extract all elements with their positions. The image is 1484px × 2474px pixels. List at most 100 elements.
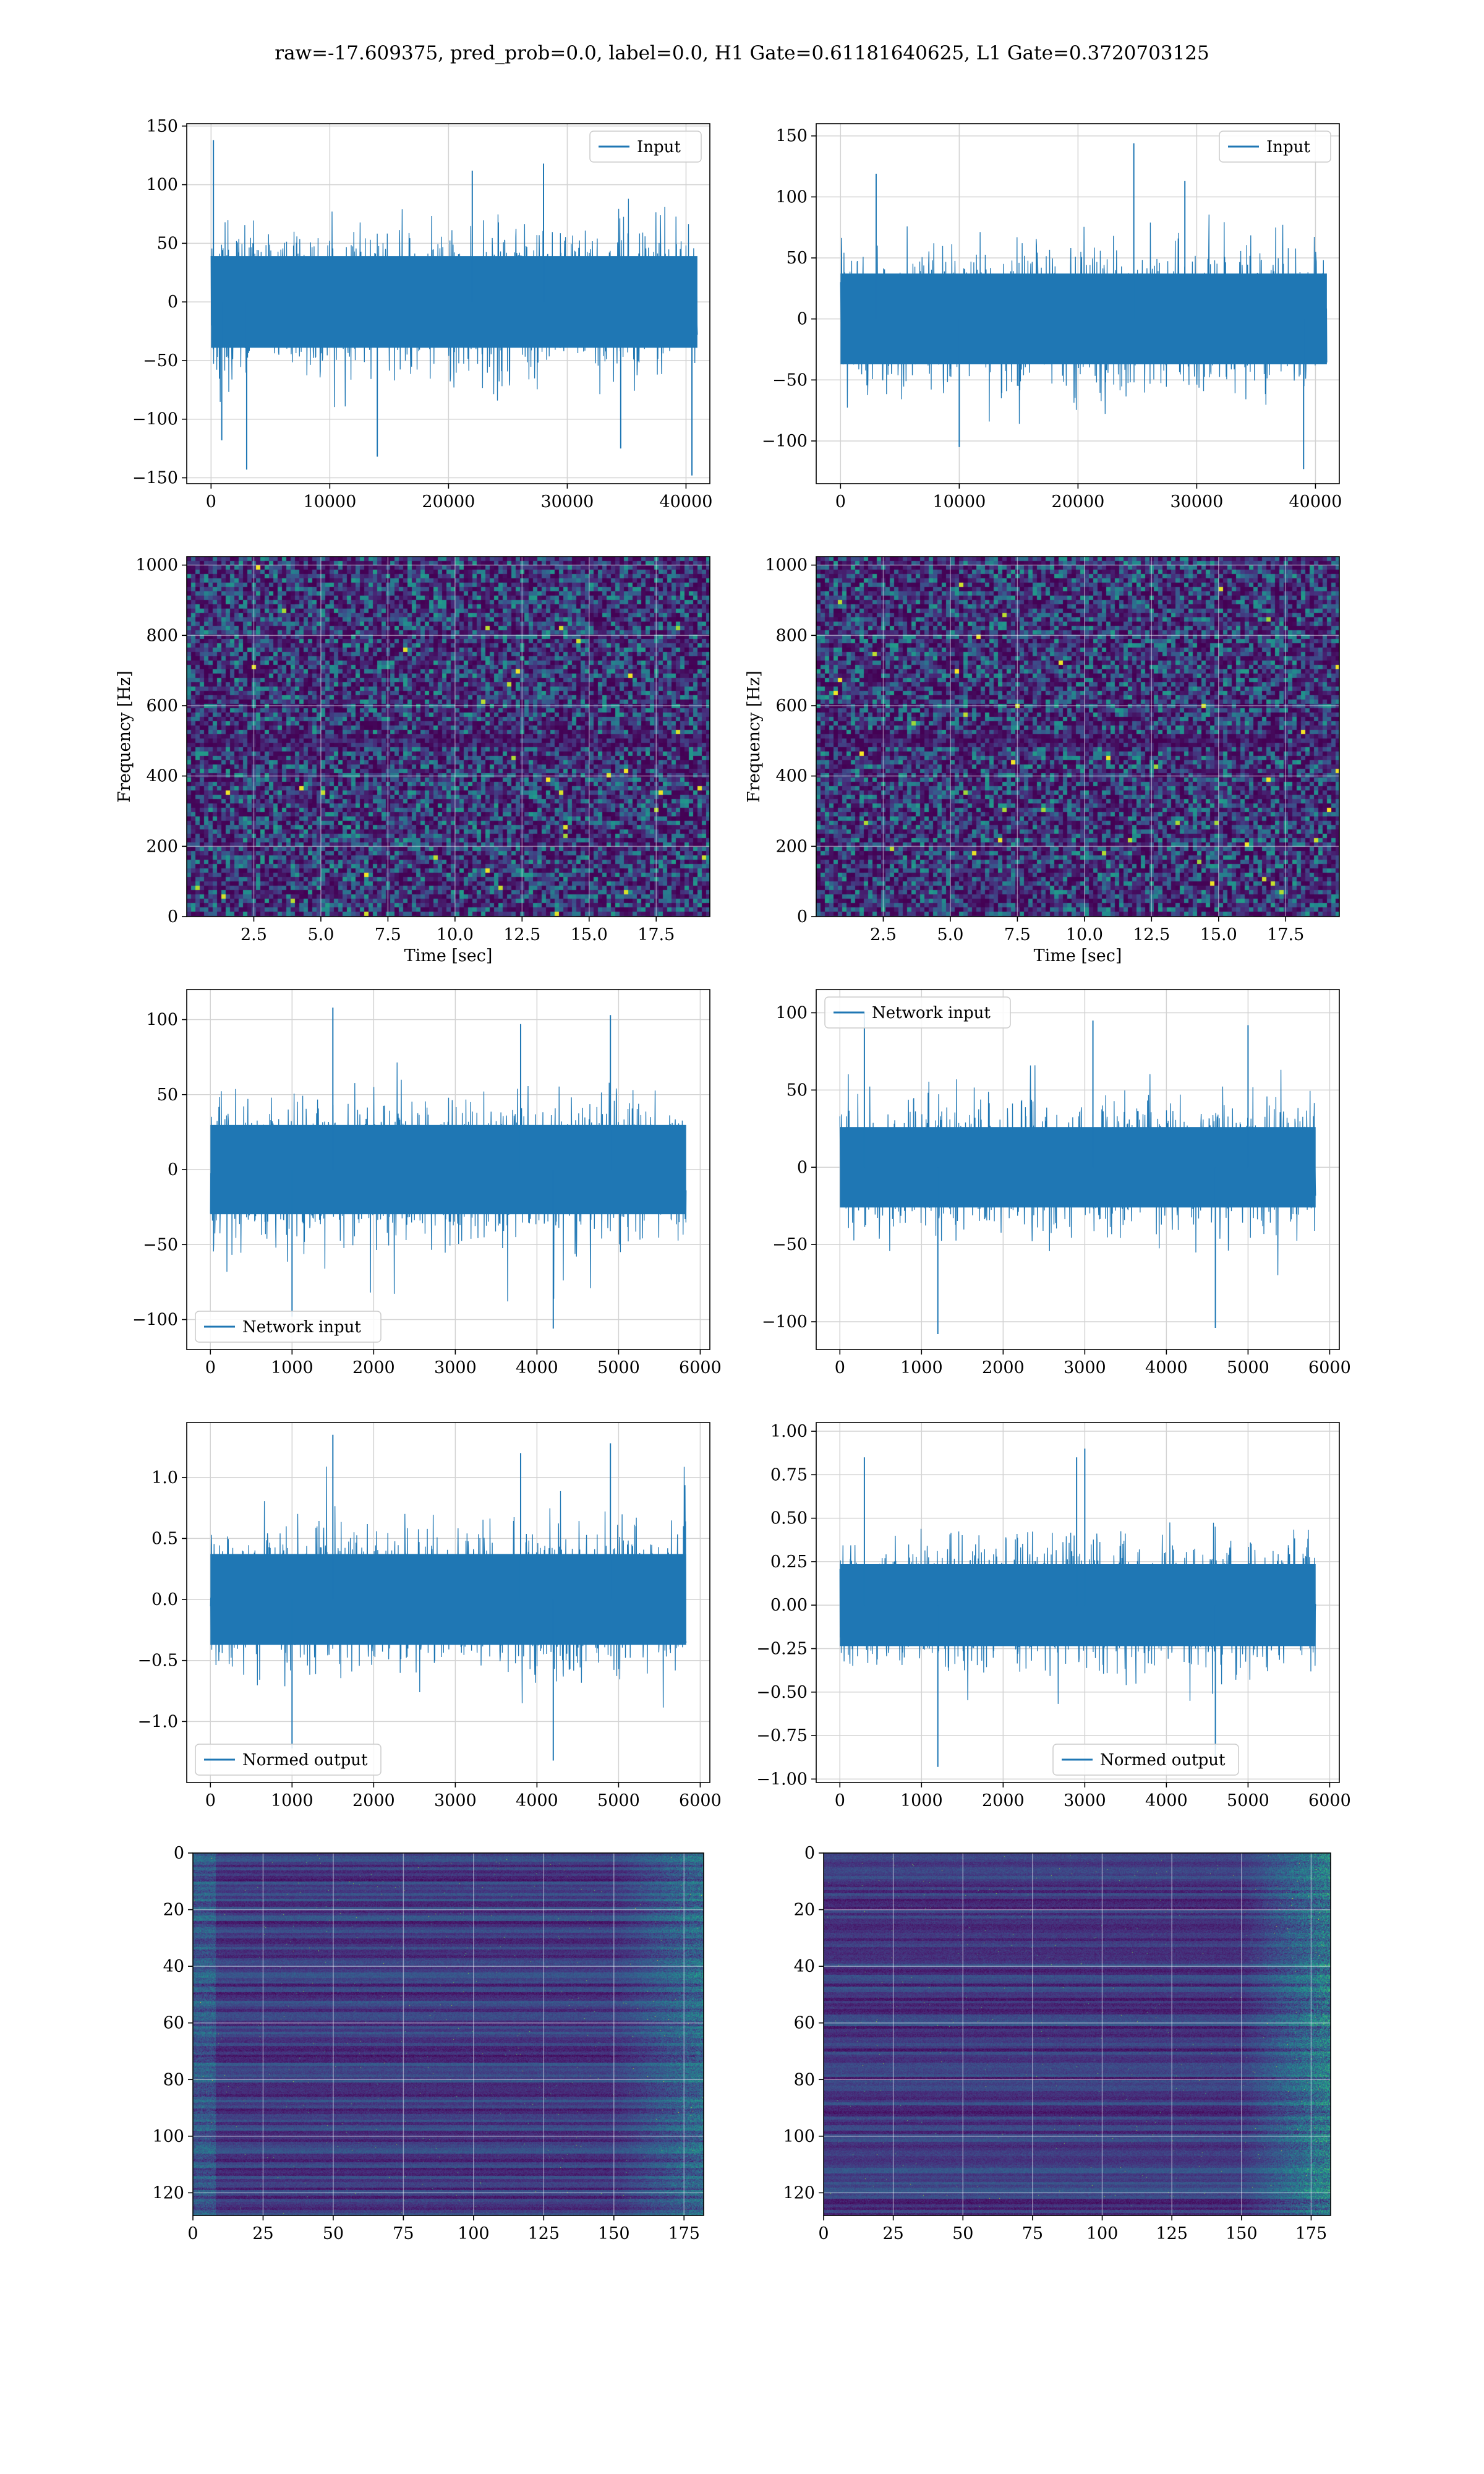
axes-frame — [816, 989, 1340, 1350]
x-tick-label: 10000 — [932, 492, 986, 511]
series-band — [840, 273, 1327, 365]
legend: Normed output — [195, 1744, 382, 1776]
y-tick-label: 60 — [794, 2014, 815, 2033]
y-tick-label: 40 — [163, 1957, 184, 1976]
y-tick-label: 400 — [146, 767, 178, 786]
y-tick-label: 20 — [794, 1901, 815, 1920]
h1-embedding-axes: 0 25 50 75 100 125 150 175 0 20 40 60 80 100 120 — [152, 1844, 704, 2243]
y-tick-label: 100 — [146, 1011, 178, 1030]
x-tick-label: 20000 — [1051, 492, 1104, 511]
x-tick-label: 20000 — [422, 492, 475, 511]
h1-spectrogram-axes: 2.5 5.0 7.5 10.0 12.5 15.0 17.5 0 200 400 600 800 10… — [115, 556, 710, 965]
y-tick-label: 200 — [775, 837, 808, 856]
l1-spectrogram-axes: 2.5 5.0 7.5 10.0 12.5 15.0 17.5 0 200 400 600 800 10… — [744, 556, 1340, 965]
x-tick-label: 6000 — [1308, 1791, 1351, 1810]
x-tick-label: 5.0 — [307, 925, 334, 944]
x-tick-label: 10000 — [303, 492, 356, 511]
x-tick-label: 25 — [252, 2224, 273, 2243]
x-axis-label: Time [sec] — [1034, 946, 1122, 965]
x-tick-label: 10.0 — [437, 925, 474, 944]
legend: Network input — [824, 996, 1011, 1029]
x-tick-label: 6000 — [679, 1791, 722, 1810]
l1-normed-output-axes: Normed output 0 1000 2000 3000 4000 5000 6000 −1… — [756, 1422, 1351, 1810]
y-tick-label: 0 — [168, 1160, 178, 1179]
x-tick-label: 3000 — [1064, 1358, 1106, 1377]
y-tick-label: 150 — [775, 127, 808, 146]
x-tick-label: 2.5 — [241, 925, 267, 944]
y-tick-label: −100 — [762, 432, 808, 451]
y-tick-label: −150 — [132, 469, 178, 488]
y-tick-label: 60 — [163, 2014, 184, 2033]
y-tick-label: 120 — [152, 2183, 184, 2202]
y-tick-label: −50 — [772, 1235, 808, 1254]
l1-input-axes: Input 0 10000 20000 30000 40000 −100 −50 0 50 100 1… — [762, 123, 1342, 511]
axes-frame — [816, 1422, 1340, 1783]
y-tick-label: 0 — [797, 907, 808, 927]
legend-frame — [195, 1744, 382, 1776]
y-tick-label: −1.0 — [137, 1712, 178, 1731]
y-tick-label: 100 — [775, 187, 808, 207]
x-tick-label: 5000 — [597, 1358, 640, 1377]
x-tick-label: 6000 — [679, 1358, 722, 1377]
x-tick-label: 15.0 — [571, 925, 608, 944]
legend: Network input — [195, 1311, 382, 1343]
x-tick-label: 6000 — [1308, 1358, 1351, 1377]
y-tick-label: 50 — [157, 1085, 178, 1105]
legend-label: Input — [1266, 138, 1310, 156]
x-tick-label: 1000 — [900, 1791, 943, 1810]
y-tick-label: 50 — [787, 249, 808, 268]
x-tick-label: 0 — [205, 1791, 216, 1810]
x-tick-label: 40000 — [1289, 492, 1342, 511]
y-tick-label: 80 — [794, 2070, 815, 2089]
x-tick-label: 0 — [205, 1358, 216, 1377]
x-tick-label: 2000 — [352, 1791, 395, 1810]
x-tick-label: 175 — [668, 2224, 700, 2243]
x-tick-label: 3000 — [1064, 1791, 1106, 1810]
y-tick-label: 80 — [163, 2070, 184, 2089]
y-tick-label: 0.0 — [151, 1590, 178, 1609]
x-tick-label: 0 — [835, 492, 846, 511]
y-tick-label: 0.5 — [151, 1529, 178, 1548]
x-tick-label: 175 — [1295, 2224, 1328, 2243]
x-tick-label: 50 — [323, 2224, 344, 2243]
y-tick-label: −0.50 — [756, 1683, 808, 1702]
legend-label: Normed output — [242, 1751, 368, 1770]
legend-label: Normed output — [1100, 1751, 1226, 1770]
legend-label: Network input — [242, 1318, 361, 1337]
y-tick-label: 0.75 — [770, 1465, 808, 1484]
y-tick-label: −100 — [132, 410, 178, 429]
y-tick-label: 100 — [146, 176, 178, 195]
series-band — [840, 1127, 1316, 1208]
x-tick-label: 75 — [1022, 2224, 1043, 2243]
axes-frame — [192, 1852, 704, 2216]
y-tick-label: 800 — [146, 626, 178, 645]
x-tick-label: 0 — [187, 2224, 198, 2243]
legend: Input — [1219, 131, 1331, 163]
h1-normed-output-axes: Normed output 0 1000 2000 3000 4000 5000 6000 −1… — [137, 1422, 722, 1810]
y-tick-label: 100 — [783, 2127, 815, 2146]
y-tick-label: 0 — [797, 310, 808, 329]
legend-label: Network input — [872, 1004, 991, 1022]
x-tick-label: 2.5 — [870, 925, 897, 944]
x-tick-label: 12.5 — [1133, 925, 1170, 944]
legend: Input — [589, 131, 702, 163]
figure-title: raw=-17.609375, pred_prob=0.0, label=0.0… — [275, 42, 1209, 64]
y-tick-label: −50 — [143, 1235, 178, 1254]
x-tick-label: 150 — [1226, 2224, 1258, 2243]
x-tick-label: 10.0 — [1066, 925, 1103, 944]
legend-frame — [824, 996, 1011, 1029]
x-tick-label: 0 — [206, 492, 216, 511]
y-tick-label: −0.5 — [137, 1651, 178, 1671]
h1-input-axes: Input 0 10000 20000 30000 40000 −150 −100 −50 0 50… — [132, 117, 713, 511]
x-tick-label: 75 — [393, 2224, 414, 2243]
y-tick-label: 120 — [783, 2183, 815, 2202]
x-tick-label: 5000 — [1227, 1791, 1269, 1810]
x-tick-label: 17.5 — [638, 925, 675, 944]
y-tick-label: −0.75 — [756, 1726, 808, 1745]
l1-embedding-image — [824, 1853, 1331, 2215]
series-band — [210, 1124, 686, 1215]
y-tick-label: 100 — [775, 1003, 808, 1022]
y-tick-label: 0 — [797, 1158, 808, 1177]
h1-spectrogram-image — [187, 557, 710, 917]
